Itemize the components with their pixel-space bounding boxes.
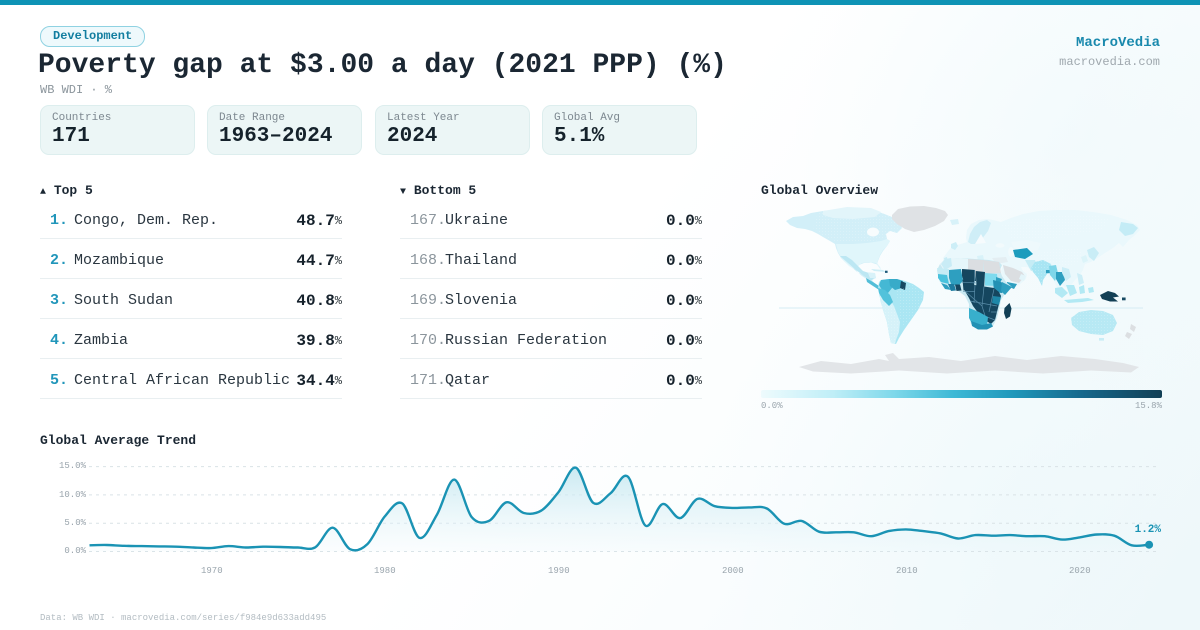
- svg-text:1.2%: 1.2%: [1135, 524, 1162, 536]
